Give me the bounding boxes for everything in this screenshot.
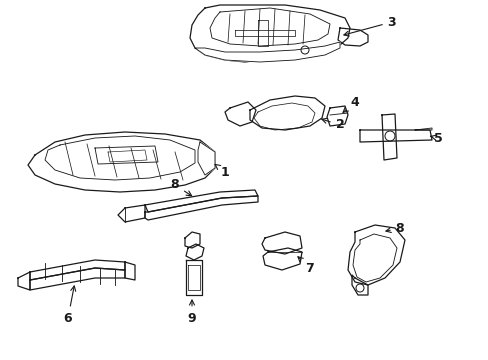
Polygon shape — [18, 272, 30, 290]
Polygon shape — [145, 196, 258, 220]
Polygon shape — [190, 5, 349, 62]
Text: 1: 1 — [215, 165, 229, 179]
Polygon shape — [195, 42, 339, 62]
Polygon shape — [118, 205, 145, 222]
Text: 4: 4 — [343, 95, 359, 112]
Polygon shape — [262, 232, 302, 254]
Polygon shape — [263, 248, 302, 270]
Polygon shape — [30, 260, 125, 280]
Polygon shape — [125, 262, 135, 280]
Polygon shape — [184, 232, 200, 248]
Polygon shape — [30, 268, 125, 290]
Polygon shape — [28, 132, 215, 192]
Text: 8: 8 — [170, 179, 191, 196]
Polygon shape — [185, 260, 202, 295]
Polygon shape — [249, 96, 325, 130]
Polygon shape — [224, 102, 256, 126]
Polygon shape — [198, 142, 215, 175]
Text: 2: 2 — [321, 118, 344, 131]
Text: 5: 5 — [430, 131, 442, 144]
Polygon shape — [326, 106, 347, 126]
Polygon shape — [352, 234, 396, 282]
Polygon shape — [381, 114, 396, 160]
Text: 8: 8 — [385, 221, 404, 234]
Polygon shape — [351, 275, 367, 295]
Polygon shape — [185, 244, 203, 260]
Text: 6: 6 — [63, 286, 76, 324]
Polygon shape — [337, 28, 367, 46]
Polygon shape — [359, 130, 431, 142]
Text: 3: 3 — [343, 15, 395, 36]
Polygon shape — [145, 190, 258, 212]
Polygon shape — [347, 225, 404, 285]
Text: 9: 9 — [187, 300, 196, 324]
Text: 7: 7 — [297, 257, 314, 274]
